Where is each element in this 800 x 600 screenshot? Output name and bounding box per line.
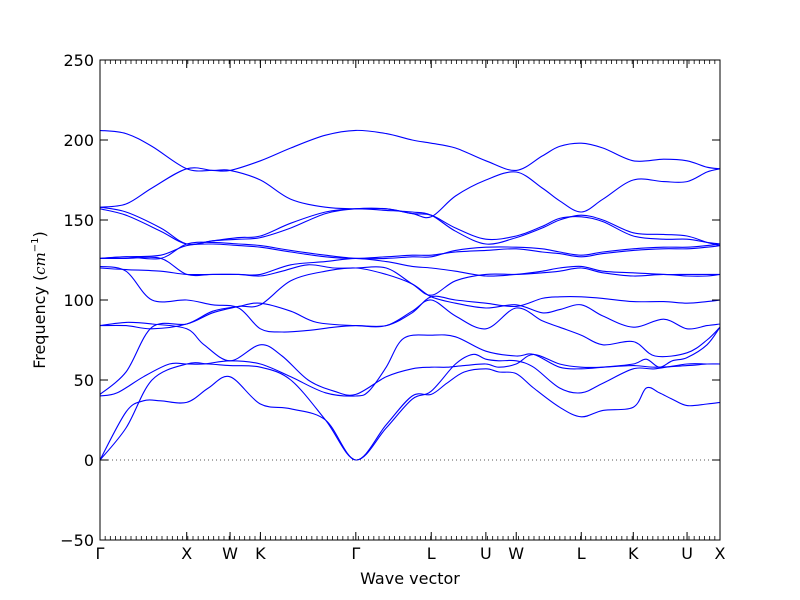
x-tick-label: K (628, 544, 639, 563)
series-layer (100, 129, 720, 461)
x-axis-label: Wave vector (360, 569, 460, 588)
phonon-branch-7 (100, 265, 720, 333)
y-axis-label-exponent: −1 (30, 237, 41, 252)
plot-frame (99, 59, 721, 541)
y-tick-label: 0 (84, 451, 94, 470)
phonon-branch-10 (100, 241, 720, 260)
y-axis-label-suffix: ) (30, 231, 49, 237)
x-tick-label: K (255, 544, 266, 563)
x-tick-label: W (508, 544, 524, 563)
y-tick-label: 150 (63, 211, 94, 230)
phonon-branch-2 (100, 353, 720, 461)
minor-ticks (99, 60, 721, 540)
x-tick-label: W (222, 544, 238, 563)
phonon-branch-8 (100, 264, 720, 296)
y-tick-label: 200 (63, 131, 94, 150)
y-tick-label: 50 (74, 371, 94, 390)
y-axis-label-prefix: Frequency ( (30, 275, 49, 369)
y-axis-label: Frequency (cm−1) (30, 231, 49, 369)
x-tick-label: Γ (96, 544, 105, 563)
x-tick-label: U (480, 544, 492, 563)
phonon-branch-5 (100, 299, 720, 395)
phonon-branch-6 (100, 267, 720, 330)
phonon-branch-11 (100, 243, 720, 259)
x-tick-label: X (715, 544, 726, 563)
y-axis-label-unit: cm (31, 252, 49, 275)
phonon-branch-14 (100, 167, 720, 219)
x-tick-label: X (181, 544, 192, 563)
phonon-branch-3 (100, 326, 720, 397)
phonon-branch-13 (100, 206, 720, 246)
phonon-branch-4 (100, 321, 720, 396)
y-axis-ticks: −50 0 50 100 150 200 250 (60, 51, 720, 550)
x-tick-label: Γ (351, 544, 360, 563)
phonon-branch-9 (100, 256, 720, 277)
phonon-branch-12 (100, 208, 720, 247)
y-tick-label: 100 (63, 291, 94, 310)
y-tick-label: −50 (60, 531, 94, 550)
x-tick-label: U (681, 544, 693, 563)
y-tick-label: 250 (63, 51, 94, 70)
x-tick-label: L (577, 544, 586, 563)
phonon-branch-15 (100, 129, 720, 172)
x-tick-label: L (427, 544, 436, 563)
phonon-branch-1 (100, 368, 720, 461)
